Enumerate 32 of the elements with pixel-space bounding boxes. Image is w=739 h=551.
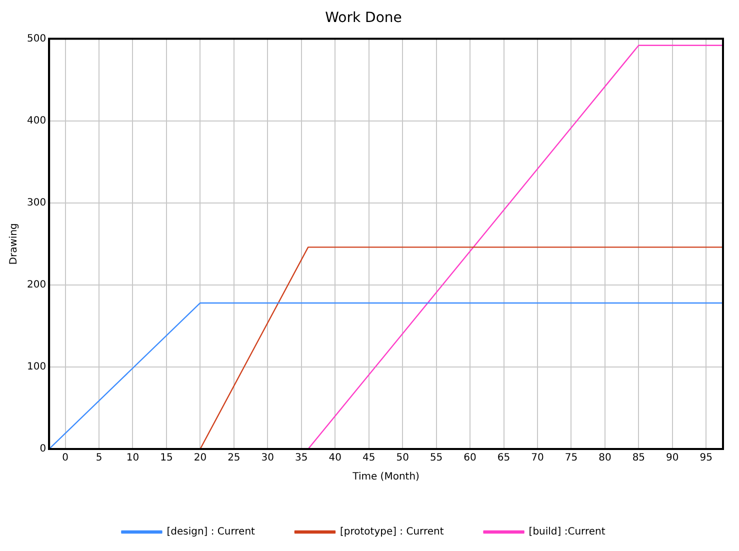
y-axis-title: Drawing — [8, 223, 20, 265]
y-tick-label: 500 — [26, 33, 46, 44]
x-tick-label: 5 — [96, 452, 102, 464]
x-tick-label: 70 — [531, 452, 544, 464]
x-tick-label: 25 — [228, 452, 240, 464]
x-tick-label: 10 — [126, 452, 140, 464]
x-tick-label: 35 — [295, 452, 308, 464]
x-tick-label: 15 — [160, 452, 173, 464]
x-tick-label: 65 — [497, 452, 510, 464]
x-tick-label: 60 — [464, 452, 476, 464]
x-tick-label: 95 — [700, 452, 713, 464]
x-tick-label: 85 — [632, 452, 646, 464]
x-tick-label: 40 — [328, 452, 342, 464]
x-tick-label: 20 — [194, 452, 207, 464]
legend-label: [design] : Current — [166, 526, 256, 538]
y-tick-label: 0 — [40, 444, 46, 455]
x-tick-label: 45 — [362, 452, 376, 464]
x-axis-title: Time (Month) — [352, 472, 420, 483]
x-tick-label: 50 — [396, 452, 409, 464]
chart-title: Work Done — [325, 10, 402, 26]
x-tick-label: 30 — [261, 452, 274, 464]
y-tick-label: 300 — [26, 197, 46, 208]
y-tick-label: 100 — [26, 362, 46, 373]
legend-label: [build] :Current — [528, 526, 606, 538]
y-tick-label: 200 — [26, 280, 46, 291]
x-tick-label: 0 — [62, 452, 68, 464]
y-tick-label: 400 — [26, 115, 46, 126]
x-tick-label: 90 — [666, 452, 679, 464]
legend-label: [prototype] : Current — [340, 526, 444, 538]
x-tick-label: 80 — [598, 452, 612, 464]
x-tick-label: 75 — [564, 452, 578, 464]
x-tick-label: 55 — [430, 452, 443, 464]
